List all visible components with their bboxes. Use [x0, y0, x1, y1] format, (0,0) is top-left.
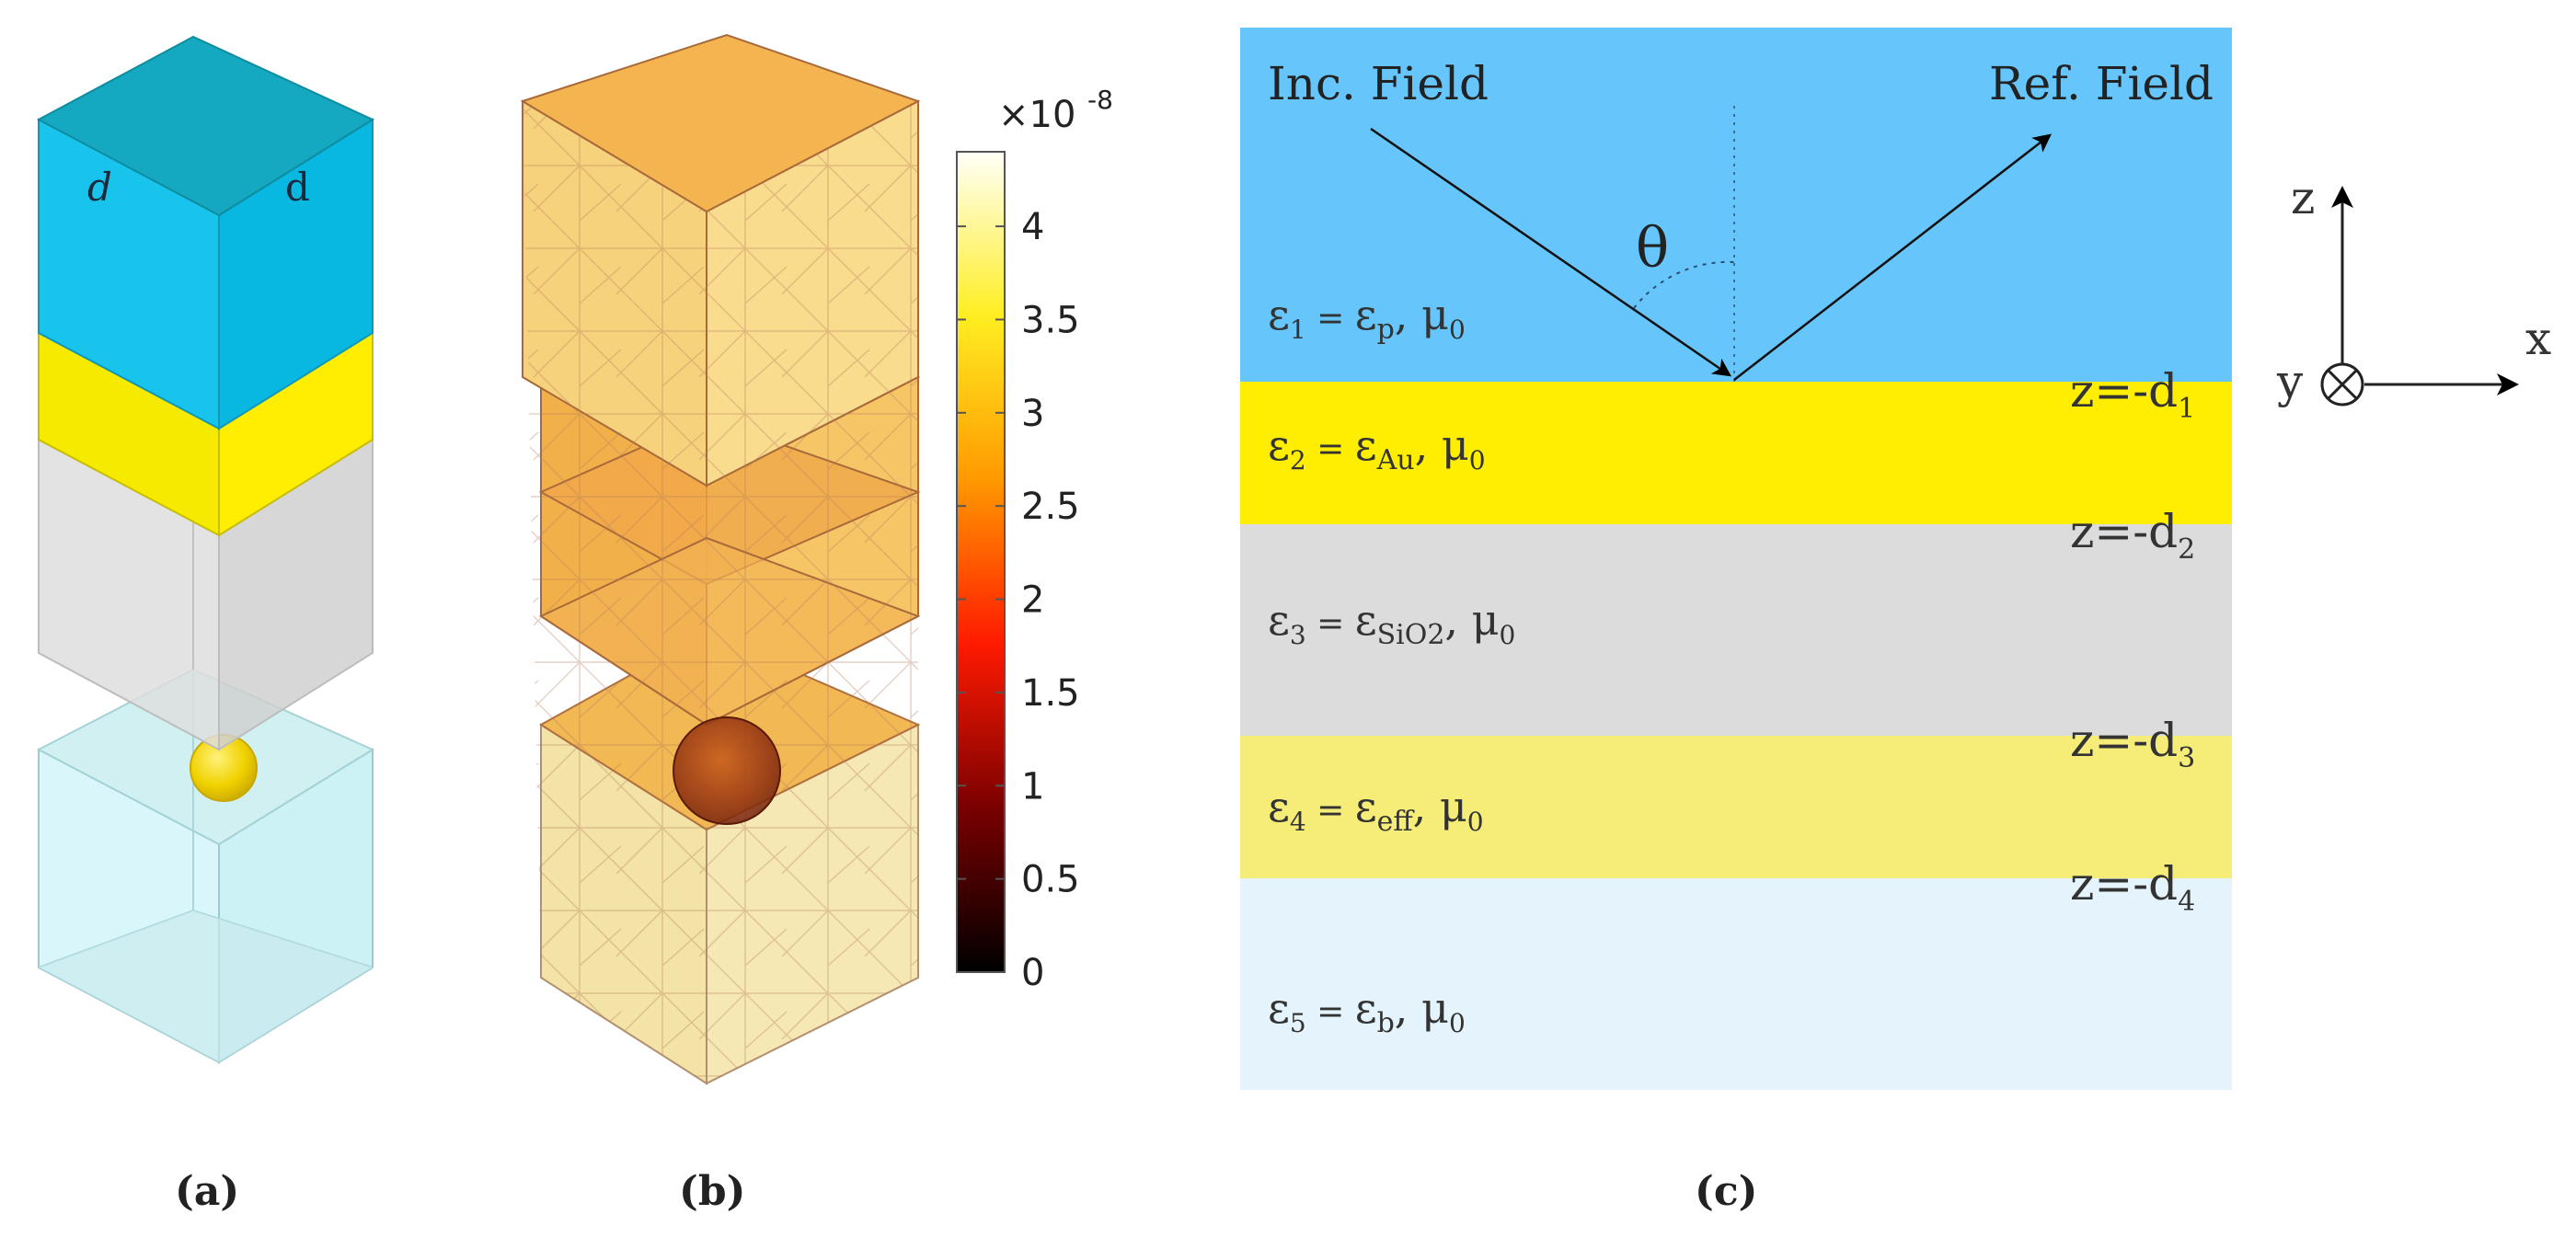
field-hotspot-sphere	[673, 716, 781, 825]
interface-label-4: z=-d4	[2070, 857, 2195, 918]
layer-label-3: ε3 = εSiO2, μ0	[1268, 595, 1515, 651]
top-block-top-face	[36, 35, 375, 217]
colorbar-tick-label: 1.5	[1021, 672, 1080, 715]
colorbar-tick-label: 1	[1021, 765, 1044, 807]
layer-1-background	[1240, 28, 2232, 382]
y-axis-cross-2	[2326, 368, 2359, 401]
svg-text:ε5 = εb, μ0: ε5 = εb, μ0	[1268, 983, 1466, 1039]
interface-label-2: z=-d2	[2070, 505, 2195, 566]
svg-text:ε3 = εSiO2, μ0: ε3 = εSiO2, μ0	[1268, 595, 1515, 651]
interface-label-3: z=-d3	[2070, 714, 2195, 774]
incident-ray	[1370, 127, 1732, 377]
colorbar-tick-label: 0.5	[1021, 859, 1080, 901]
theta-label: θ	[1636, 216, 1669, 281]
y-axis-label: y	[2276, 355, 2304, 408]
caption-a: (a)	[175, 1168, 239, 1215]
layer-label-1: ε1 = εp, μ0	[1268, 290, 1466, 346]
colorbar-tick-label: 3	[1021, 393, 1044, 435]
interface-label-1: z=-d1	[2070, 364, 2195, 425]
layer-label-5: ε5 = εb, μ0	[1268, 983, 1466, 1039]
reflected-ray	[1733, 133, 2052, 381]
svg-text:ε1 = εp, μ0: ε1 = εp, μ0	[1268, 290, 1466, 346]
colorbar	[956, 151, 1006, 973]
layer-2-background	[1240, 382, 2232, 524]
colorbar-ticks: 0 0.5 1 1.5 2 2.5 3 3.5 4	[957, 206, 1080, 994]
panel-b: ×10 -8 0 0.5 1 1.5 2 2.5 3 3.5 4 (b)	[520, 33, 1113, 1215]
z-axis-label: z	[2291, 171, 2315, 224]
layer-4-background	[1240, 736, 2232, 878]
colorbar-tick-label: 0	[1021, 952, 1044, 994]
layer-3-background	[1240, 524, 2232, 736]
colorbar-exponent: -8	[1087, 85, 1113, 115]
x-axis-label: x	[2525, 312, 2551, 365]
incident-field-label: Inc. Field	[1268, 57, 1489, 110]
colorbar-tick-label: 2.5	[1021, 486, 1080, 528]
svg-text:ε2 = εAu, μ0: ε2 = εAu, μ0	[1268, 420, 1486, 476]
caption-b: (b)	[679, 1168, 745, 1215]
dimension-label-right: d	[285, 165, 310, 210]
caption-c: (c)	[1695, 1168, 1757, 1215]
panel-a: d d (a)	[36, 35, 375, 1215]
reflected-field-label: Ref. Field	[1989, 57, 2214, 110]
substrate-bottom-face	[39, 911, 373, 1062]
colorbar-multiplier: ×10	[998, 94, 1075, 136]
layer-5-background	[1240, 878, 2232, 1090]
layer-label-2: ε2 = εAu, μ0	[1268, 420, 1486, 476]
mesh-overlay-left	[523, 101, 707, 1083]
colorbar-tick-label: 4	[1021, 206, 1044, 248]
panel-c: θ Inc. Field Ref. Field ε1 = εp, μ0 ε2 =…	[1240, 28, 2551, 1215]
layer-label-4: ε4 = εeff, μ0	[1268, 782, 1484, 838]
mesh-overlay-right	[707, 101, 918, 1083]
svg-text:ε4 = εeff, μ0: ε4 = εeff, μ0	[1268, 782, 1484, 838]
colorbar-tick-label: 2	[1021, 579, 1044, 622]
dimension-label-left: d	[87, 165, 112, 210]
coordinate-axes: z x y	[2276, 171, 2551, 408]
colorbar-tick-label: 3.5	[1021, 299, 1080, 341]
angle-arc	[1633, 260, 1735, 309]
